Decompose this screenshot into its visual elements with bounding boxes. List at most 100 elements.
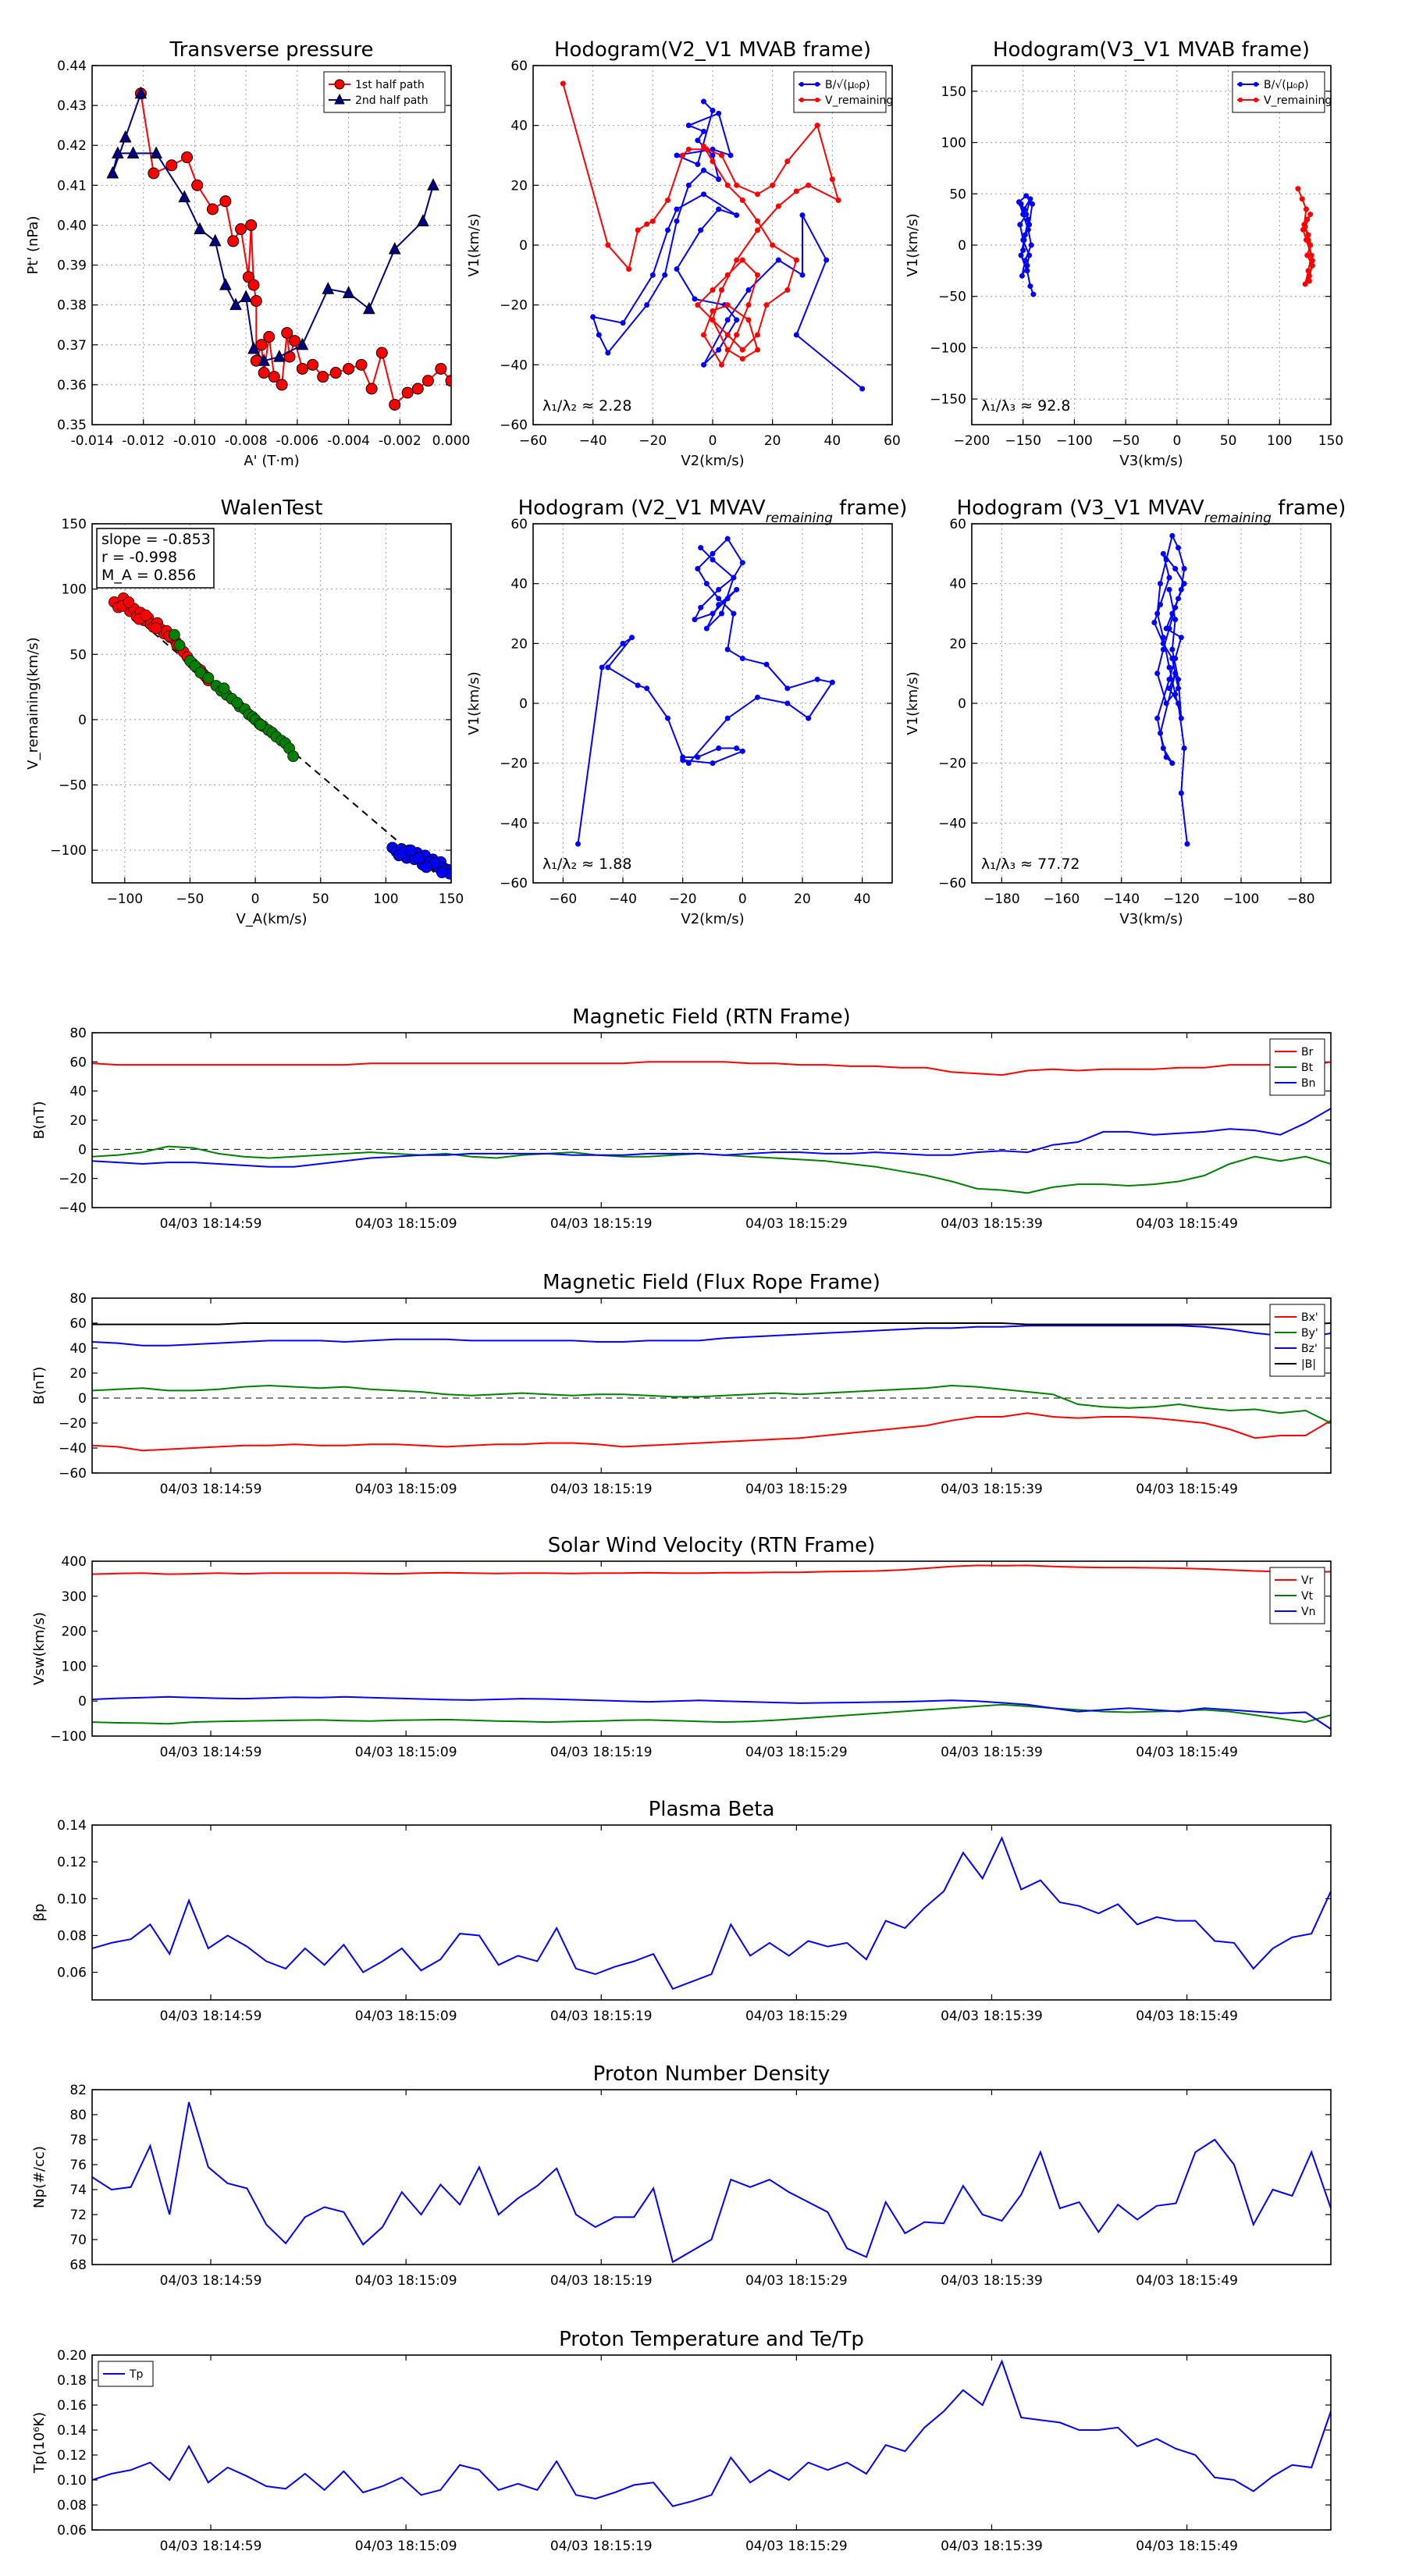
solar-wind-velocity-ylabel: Vsw(km/s) <box>31 1612 48 1685</box>
data-point <box>716 347 722 353</box>
magnetic-field-flux-rope-legend-label: By' <box>1301 1327 1318 1340</box>
data-point <box>620 640 626 646</box>
data-point <box>247 341 260 354</box>
data-point <box>1176 596 1181 602</box>
data-point <box>575 841 581 847</box>
hodogram-mvav-v2v1-ytick-label: −60 <box>500 876 528 891</box>
hodogram-mvab-v3v1-legend-marker <box>1238 98 1243 102</box>
data-point <box>710 550 716 557</box>
data-point <box>716 110 722 116</box>
magnetic-field-flux-rope-legend-label: Bz' <box>1301 1343 1318 1355</box>
data-point <box>1027 283 1033 290</box>
data-point <box>1030 201 1036 207</box>
hodogram-mvav-v2v1-ytick-label: 20 <box>510 636 528 652</box>
data-point <box>739 656 745 661</box>
hodogram-mvab-v3v1-xtick-label: 100 <box>1267 433 1292 449</box>
data-point <box>1308 252 1314 258</box>
data-point <box>710 317 716 323</box>
walen-test-ytick-label: −50 <box>59 778 87 794</box>
data-point <box>649 218 656 224</box>
data-point <box>734 212 740 219</box>
data-point <box>734 332 740 338</box>
hodogram-mvab-v3v1-ytick-label: 50 <box>949 187 966 202</box>
data-point <box>427 178 439 190</box>
hodogram-mvav-v2v1-xtick-label: 0 <box>738 891 747 907</box>
magnetic-field-flux-rope-xtick-label: 04/03 18:15:09 <box>355 1482 457 1497</box>
hodogram-mvab-v3v1-legend: B/√(μ₀ρ) V_remaining <box>1232 71 1332 113</box>
data-point <box>1181 566 1187 571</box>
data-point <box>296 337 309 350</box>
plasma-beta-xtick-label: 04/03 18:15:29 <box>745 2008 848 2024</box>
data-point <box>734 257 740 263</box>
solar-wind-velocity-line-2 <box>92 1695 1331 1730</box>
data-point <box>229 297 242 311</box>
transverse-pressure-ytick-label: 0.44 <box>57 59 87 74</box>
data-point <box>739 356 745 362</box>
transverse-pressure-ytick-label: 0.39 <box>57 258 87 274</box>
data-point <box>620 320 626 326</box>
proton-temperature-ytick-label: 0.14 <box>57 2423 87 2439</box>
data-point <box>1166 575 1172 581</box>
data-point <box>273 349 286 362</box>
data-point <box>178 190 191 203</box>
data-point <box>724 302 731 308</box>
data-point <box>701 361 706 368</box>
data-point <box>814 676 820 682</box>
data-point <box>1181 745 1187 751</box>
data-point <box>674 206 680 212</box>
data-point <box>1021 237 1027 243</box>
transverse-pressure-axes-frame <box>91 65 452 425</box>
plasma-beta-xtick-label: 04/03 18:14:59 <box>160 2008 262 2024</box>
data-point <box>674 266 680 272</box>
data-point <box>727 152 734 158</box>
data-point <box>227 235 240 247</box>
data-point <box>710 108 716 113</box>
data-point <box>692 617 698 623</box>
hodogram-mvav-v3v1-series-b <box>1151 532 1190 847</box>
data-point <box>695 137 701 144</box>
data-point <box>365 382 378 395</box>
data-point <box>823 257 830 263</box>
data-point <box>134 86 148 99</box>
data-point <box>719 610 724 617</box>
hodogram-mvav-v2v1-ytick-label: −20 <box>500 756 528 772</box>
magnetic-field-rtn-xtick-label: 04/03 18:15:29 <box>745 1216 848 1232</box>
hodogram-mvav-v2v1-chart: Hodogram (V2_V1 MVAVremaining frame) −60 −… <box>466 496 907 927</box>
data-point <box>665 715 670 721</box>
data-point <box>1307 212 1314 218</box>
magnetic-field-flux-rope-line-3 <box>92 1322 1331 1325</box>
hodogram-mvab-v2v1-ytick-label: 40 <box>510 119 528 134</box>
data-point <box>1176 700 1181 706</box>
data-point <box>674 218 680 224</box>
data-point <box>1030 291 1037 297</box>
data-point <box>1305 232 1311 238</box>
transverse-pressure-legend-marker <box>334 93 345 105</box>
data-point <box>710 287 716 293</box>
proton-number-density-chart: Proton Number Density 68 70 72 74 76 78 80 82 04/… <box>31 2062 1332 2289</box>
data-point <box>208 233 222 247</box>
data-point <box>420 861 432 873</box>
data-point <box>698 227 704 233</box>
hodogram-mvab-v2v1-ytick-label: −60 <box>500 418 528 433</box>
data-point <box>745 317 752 323</box>
data-point <box>1178 635 1184 641</box>
hodogram-mvav-v3v1-title-end: frame) <box>1272 496 1346 520</box>
transverse-pressure-xtick-label: -0.004 <box>327 433 370 449</box>
walen-test-ytick-label: 50 <box>69 647 87 663</box>
data-point <box>695 754 701 760</box>
data-point <box>1169 760 1176 767</box>
data-point <box>731 610 737 617</box>
proton-number-density-series-np <box>92 2101 1331 2264</box>
magnetic-field-rtn-series-bt <box>92 1145 1331 1194</box>
transverse-pressure-chart: Transverse pressure 0.35 0.36 0.37 0.38 0.39 0… <box>25 38 470 469</box>
proton-number-density-xtick-label: 04/03 18:15:09 <box>355 2273 457 2289</box>
data-point <box>692 296 698 302</box>
data-point <box>258 354 270 366</box>
magnetic-field-rtn-legend-label: Bt <box>1301 1062 1314 1074</box>
hodogram-mvav-v3v1-xtick-label: −160 <box>1044 891 1080 907</box>
magnetic-field-flux-rope-xtick-label: 04/03 18:15:29 <box>745 1482 848 1497</box>
hodogram-mvav-v3v1-title-main: Hodogram (V3_V1 MVAV <box>957 496 1204 520</box>
walen-test-chart: WalenTest −100 −50 0 50 100 150 −100 −50 0 50 100 15… <box>25 496 464 927</box>
solar-wind-velocity-line-0 <box>92 1564 1331 1575</box>
hodogram-mvab-v2v1-axes-frame <box>532 65 893 425</box>
